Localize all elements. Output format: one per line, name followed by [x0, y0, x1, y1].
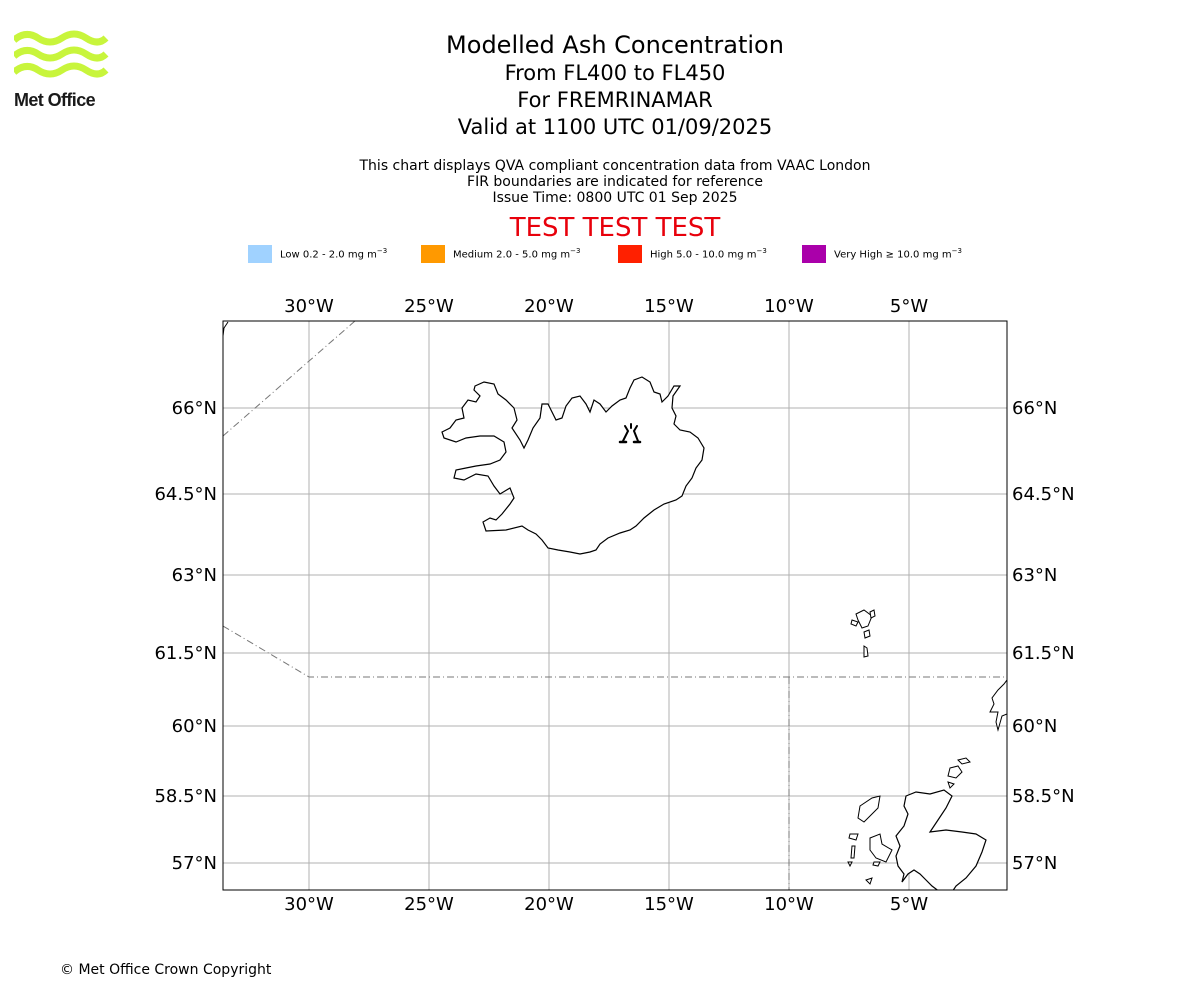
lat-labels-left: 66°N 64.5°N 63°N 61.5°N 60°N 58.5°N 57°N [154, 398, 217, 874]
region-name: For FREMRINAMAR [517, 88, 713, 112]
iceland-coast [441, 376, 705, 555]
island-islay [865, 877, 873, 885]
map-frame [222, 320, 1008, 891]
lat-label: 58.5°N [154, 786, 217, 807]
island-barra [847, 861, 853, 868]
legend-swatch [618, 245, 642, 263]
lon-label: 20°W [524, 894, 574, 915]
lat-label: 63°N [1012, 565, 1057, 586]
legend-unit-exp: −3 [376, 247, 388, 256]
test-banner: TEST TEST TEST [509, 213, 721, 243]
volcano-left-side [622, 425, 630, 442]
island-suduroy [863, 645, 869, 658]
lat-label: 63°N [172, 565, 217, 586]
volcano-icon [618, 423, 642, 444]
legend-label: Very High ≥ 10.0 mg m [834, 249, 952, 261]
legend-swatch [802, 245, 826, 263]
legend-swatch [248, 245, 272, 263]
legend-label: Medium 2.0 - 5.0 mg m [453, 249, 571, 261]
chart-notes: This chart displays QVA compliant concen… [0, 158, 1200, 206]
legend-unit-exp: −3 [756, 247, 767, 256]
legend-label: Low 0.2 - 2.0 mg m [280, 249, 377, 261]
lat-label: 61.5°N [154, 643, 217, 664]
lon-label: 25°W [404, 894, 454, 915]
lon-label: 10°W [764, 296, 814, 317]
island-lewis [857, 795, 881, 823]
legend-item-medium: Medium 2.0 - 5.0 mg m−3 [421, 244, 580, 264]
island-bordoy [869, 609, 876, 619]
graticule [223, 321, 1007, 890]
legend-label: High 5.0 - 10.0 mg m [650, 249, 757, 261]
lon-label: 30°W [284, 894, 334, 915]
fir-boundary-sw [223, 625, 1007, 678]
lat-label: 66°N [172, 398, 217, 419]
island-north-uist [848, 833, 859, 841]
fir-boundaries [223, 321, 1007, 890]
legend-unit-exp: −3 [570, 247, 581, 256]
note-line-2: FIR boundaries are indicated for referen… [467, 174, 763, 190]
lat-label: 57°N [1012, 853, 1057, 874]
logo-text: Met Office [14, 90, 96, 110]
lon-label: 30°W [284, 296, 334, 317]
lon-label: 10°W [764, 894, 814, 915]
lon-label: 5°W [890, 296, 928, 317]
island-westray [957, 757, 971, 765]
wave-logo-icon [11, 30, 109, 78]
faroe-islands [850, 609, 876, 658]
copyright-notice: © Met Office Crown Copyright [60, 962, 272, 978]
lat-label: 64.5°N [154, 484, 217, 505]
hebrides [847, 795, 893, 885]
lon-label: 15°W [644, 894, 694, 915]
note-line-1: This chart displays QVA compliant concen… [359, 158, 871, 174]
legend-item-low: Low 0.2 - 2.0 mg m−3 [248, 244, 387, 264]
chart-title: Modelled Ash Concentration [446, 31, 784, 59]
flight-level-range: From FL400 to FL450 [504, 61, 726, 85]
legend-item-very-high: Very High ≥ 10.0 mg m−3 [802, 244, 962, 264]
scotland-coast [895, 789, 987, 890]
lat-label: 61.5°N [1012, 643, 1075, 664]
lon-label: 15°W [644, 296, 694, 317]
lon-label: 5°W [890, 894, 928, 915]
island-skye [869, 833, 893, 863]
chart-titles: Modelled Ash Concentration From FL400 to… [0, 30, 1200, 141]
lat-label: 57°N [172, 853, 217, 874]
island-mull [872, 861, 881, 867]
lat-label: 66°N [1012, 398, 1057, 419]
island-vagar [850, 619, 859, 627]
legend-item-high: High 5.0 - 10.0 mg m−3 [618, 244, 767, 264]
island-sandoy [863, 629, 871, 639]
lon-label: 20°W [524, 296, 574, 317]
note-line-3: Issue Time: 0800 UTC 01 Sep 2025 [492, 190, 738, 206]
legend-unit-exp: −3 [951, 247, 962, 256]
lat-label: 64.5°N [1012, 484, 1075, 505]
orkney [947, 757, 971, 789]
island-south-uist [850, 845, 856, 859]
lat-label: 60°N [172, 716, 217, 737]
lat-label: 58.5°N [1012, 786, 1075, 807]
lat-label: 60°N [1012, 716, 1057, 737]
legend-swatch [421, 245, 445, 263]
legend: Low 0.2 - 2.0 mg m−3 Medium 2.0 - 5.0 mg… [0, 244, 1200, 264]
lon-labels-top: 30°W 25°W 20°W 15°W 10°W 5°W [284, 296, 928, 317]
valid-time: Valid at 1100 UTC 01/09/2025 [457, 115, 773, 139]
island-streymoy [855, 609, 873, 629]
volcano-right-side [632, 425, 639, 442]
fir-boundary-nw [223, 321, 356, 437]
lat-labels-right: 66°N 64.5°N 63°N 61.5°N 60°N 58.5°N 57°N [1012, 398, 1075, 874]
met-office-logo: Met Office [11, 30, 109, 112]
island-hoy [947, 781, 955, 789]
lon-label: 25°W [404, 296, 454, 317]
lon-labels-bottom: 30°W 25°W 20°W 15°W 10°W 5°W [284, 894, 928, 915]
island-mainland-orkney [947, 765, 963, 779]
